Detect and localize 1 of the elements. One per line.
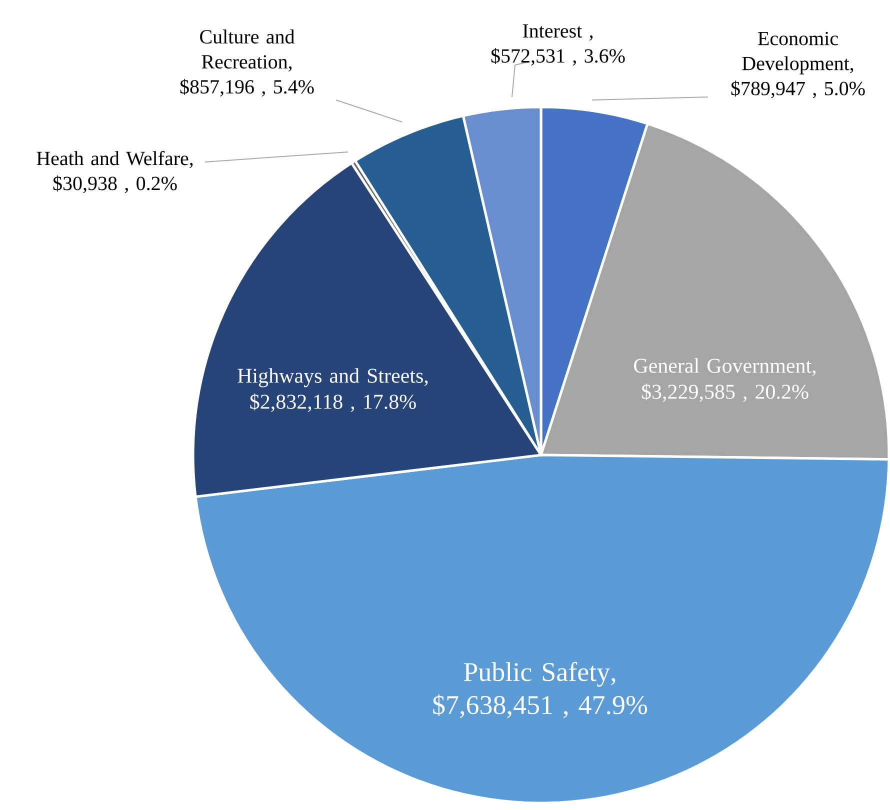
slice-label: General Government — [634, 358, 812, 373]
